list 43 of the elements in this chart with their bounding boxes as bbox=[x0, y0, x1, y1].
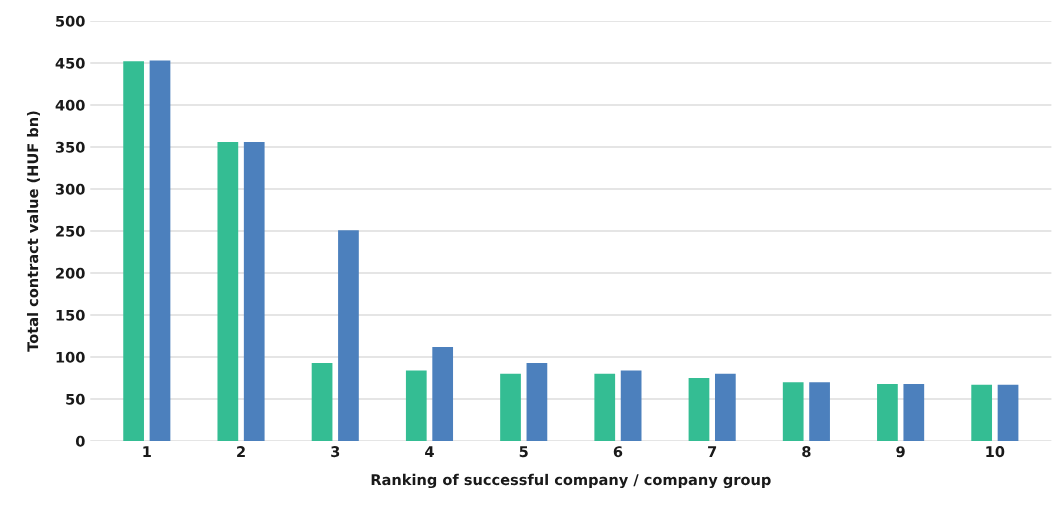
bar bbox=[500, 373, 521, 441]
bar bbox=[714, 373, 736, 441]
bar bbox=[526, 362, 548, 441]
bar bbox=[782, 382, 804, 441]
y-tick-label: 200 bbox=[56, 267, 85, 279]
x-tick-label: 4 bbox=[425, 446, 434, 457]
y-tick-label: 500 bbox=[56, 15, 85, 27]
bar bbox=[997, 384, 1019, 441]
x-tick-label: 1 bbox=[143, 446, 151, 457]
y-tick-label: 0 bbox=[75, 435, 85, 447]
x-tick-label: 7 bbox=[708, 446, 717, 457]
bar bbox=[877, 383, 898, 441]
x-tick-label: 8 bbox=[802, 446, 811, 458]
bar bbox=[903, 383, 925, 441]
bar bbox=[243, 141, 265, 441]
x-tick-label: 5 bbox=[519, 446, 528, 458]
bar bbox=[217, 141, 239, 441]
y-axis-title: Total contract value (HUF bn) bbox=[26, 111, 40, 352]
x-tick-label: 6 bbox=[613, 446, 623, 458]
bar bbox=[123, 61, 144, 441]
bar bbox=[688, 378, 710, 441]
x-tick-label: 9 bbox=[896, 446, 905, 458]
bar bbox=[594, 373, 616, 441]
x-tick-label: 3 bbox=[331, 446, 340, 458]
bar bbox=[809, 382, 830, 441]
bar bbox=[311, 362, 333, 441]
bar bbox=[149, 60, 171, 441]
bar bbox=[338, 230, 359, 441]
y-tick-label: 350 bbox=[55, 141, 85, 153]
y-tick-label: 50 bbox=[66, 393, 85, 405]
y-tick-label: 100 bbox=[56, 351, 85, 363]
x-tick-label: 2 bbox=[237, 446, 245, 457]
y-tick-label: 300 bbox=[55, 183, 85, 195]
bar bbox=[432, 346, 454, 441]
y-tick-label: 400 bbox=[55, 99, 85, 111]
y-tick-label: 250 bbox=[56, 225, 85, 237]
x-tick-label: 10 bbox=[986, 446, 1005, 458]
bar bbox=[971, 384, 993, 441]
bar bbox=[620, 370, 642, 441]
y-tick-label: 450 bbox=[55, 57, 85, 69]
bar bbox=[405, 370, 427, 441]
x-axis-title: Ranking of successful company / company group bbox=[371, 473, 771, 489]
y-tick-label: 150 bbox=[56, 309, 85, 321]
